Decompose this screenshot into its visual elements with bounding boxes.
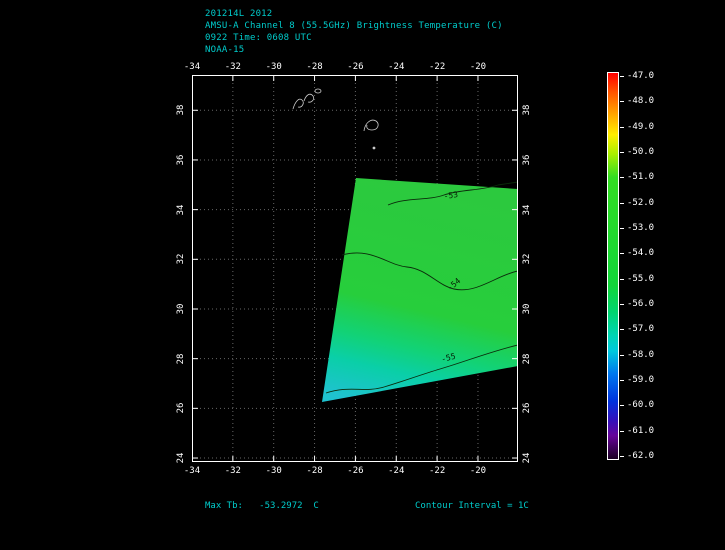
y-tick-label-right: 38 [522, 104, 532, 116]
contour-fragment [292, 98, 304, 110]
colorbar-tick-mark [620, 152, 624, 153]
x-tick-label-bottom: -24 [388, 466, 405, 476]
contour-fragment [363, 119, 379, 132]
colorbar-tick-label: -58.0 [627, 349, 655, 360]
colorbar-tick-label: -47.0 [627, 71, 655, 81]
contour-interval-readout: Contour Interval = 1C [415, 501, 529, 511]
colorbar-tick-label: -51.0 [627, 172, 655, 183]
y-tick-label-right: 24 [522, 452, 532, 464]
colorbar-tick-label: -62.0 [627, 451, 655, 461]
y-tick-label-left: 32 [176, 253, 186, 265]
y-tick-label-right: 32 [522, 253, 532, 265]
x-tick-label-top: -22 [428, 62, 446, 72]
grid-lines [192, 75, 518, 462]
y-tick-label-right: 34 [522, 204, 532, 216]
colorbar-tick-mark [620, 253, 624, 255]
colorbar-tick-mark [620, 177, 624, 179]
colorbar-tick-mark [620, 304, 624, 305]
x-tick-label-bottom: -34 [183, 466, 201, 476]
colorbar-tick-label: -48.0 [627, 96, 655, 107]
colorbar-tick-label: -52.0 [627, 197, 655, 208]
y-tick-label-right: 36 [522, 154, 532, 166]
plot-border [192, 75, 518, 462]
y-tick-label-left: 38 [176, 104, 186, 116]
y-tick-label-left: 28 [176, 353, 186, 365]
x-tick-label-top: -34 [183, 62, 201, 72]
colorbar-tick-mark [620, 228, 624, 229]
colorbar-tick-label: -55.0 [627, 273, 655, 284]
colorbar-tick-mark [620, 430, 624, 432]
x-tick-label-bottom: -32 [224, 466, 241, 476]
contour-fragment [303, 93, 315, 103]
plot-title: AMSU-A Channel 8 (55.5GHz) Brightness Te… [205, 21, 503, 31]
y-tick-label-left: 34 [176, 204, 186, 216]
x-tick-label-top: -28 [306, 62, 323, 72]
colorbar-tick-label: -50.0 [627, 147, 655, 157]
colorbar [607, 72, 619, 460]
orbit-time: 0922 Time: 0608 UTC [205, 33, 312, 43]
y-tick-label-right: 28 [522, 353, 532, 365]
map-plot: -53 -54 -55 [192, 75, 518, 462]
x-tick-label-top: -26 [347, 62, 364, 72]
colorbar-tick-label: -60.0 [627, 400, 655, 411]
colorbar-tick-mark [620, 354, 624, 356]
colorbar-tick-label: -49.0 [627, 121, 655, 132]
colorbar-tick-label: -53.0 [627, 223, 655, 233]
contour-fragments [292, 88, 379, 150]
colorbar-tick-mark [620, 329, 624, 331]
colorbar-tick-mark [620, 126, 624, 128]
x-tick-label-top: -24 [388, 62, 405, 72]
y-tick-label-left: 30 [176, 303, 186, 315]
y-tick-label-left: 24 [176, 452, 186, 464]
contour-fragment [372, 146, 376, 150]
colorbar-tick-label: -54.0 [627, 248, 655, 259]
x-tick-label-top: -20 [469, 62, 487, 72]
x-tick-label-bottom: -30 [265, 466, 282, 476]
colorbar-tick-mark [620, 202, 624, 204]
x-tick-label-top: -32 [224, 62, 241, 72]
dataset-id: 201214L 2012 [205, 9, 273, 19]
y-tick-label-left: 36 [176, 154, 186, 166]
x-tick-label-bottom: -22 [428, 466, 446, 476]
x-tick-label-bottom: -28 [306, 466, 323, 476]
max-tb-readout: Max Tb: -53.2972 C [205, 501, 319, 511]
contour-line-55 [325, 344, 518, 394]
contour-line-54 [341, 252, 518, 291]
colorbar-tick-mark [620, 101, 624, 103]
contour-fragment [314, 88, 322, 94]
colorbar-tick-label: -56.0 [627, 299, 655, 309]
x-tick-label-bottom: -20 [469, 466, 487, 476]
colorbar-tick-label: -61.0 [627, 425, 655, 436]
colorbar-tick-mark [620, 76, 624, 77]
colorbar-tick-mark [620, 405, 624, 407]
contour-label-53: -53 [443, 190, 459, 201]
x-tick-label-top: -30 [265, 62, 282, 72]
colorbar-tick-mark [620, 278, 624, 280]
swath-polygon [322, 178, 518, 402]
x-tick-label-bottom: -26 [347, 466, 364, 476]
y-tick-label-right: 30 [522, 303, 532, 315]
colorbar-tick-label: -57.0 [627, 324, 655, 335]
y-tick-label-left: 26 [176, 402, 186, 414]
y-tick-label-right: 26 [522, 402, 532, 414]
data-swath: -53 -54 -55 [322, 178, 518, 402]
colorbar-tick-label: -59.0 [627, 375, 655, 385]
satellite-name: NOAA-15 [205, 45, 245, 55]
contour-label-55: -55 [440, 352, 456, 364]
contour-line-53 [387, 181, 518, 206]
colorbar-tick-mark [620, 456, 624, 457]
colorbar-tick-mark [620, 380, 624, 381]
